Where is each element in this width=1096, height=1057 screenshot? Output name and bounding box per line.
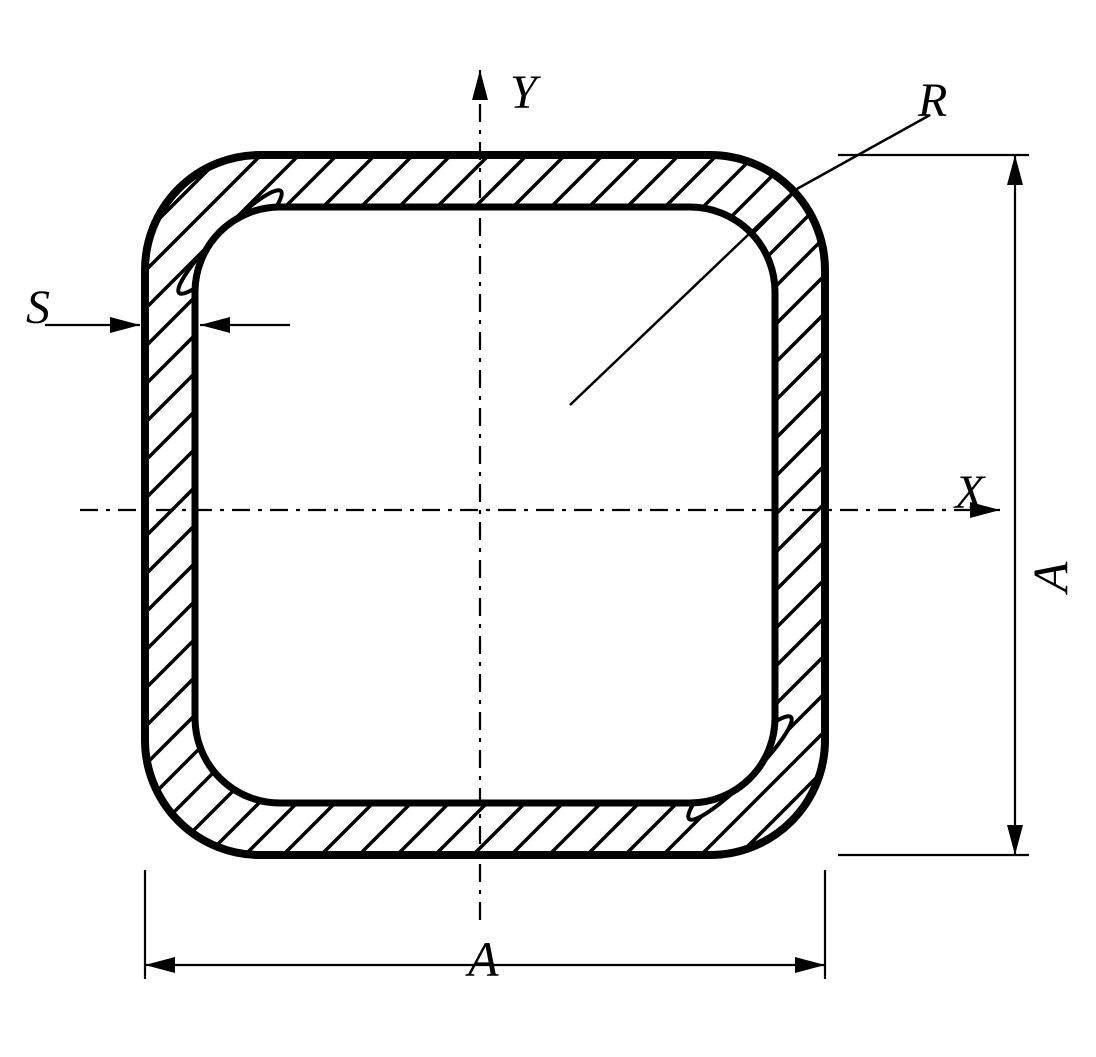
label-y: Y (510, 65, 537, 120)
cross-section-diagram (0, 0, 1096, 1057)
label-a-right: A (1021, 562, 1079, 593)
label-s: S (26, 280, 50, 335)
label-x: X (955, 465, 984, 520)
label-a-bottom: A (468, 930, 499, 988)
label-r: R (918, 73, 947, 128)
